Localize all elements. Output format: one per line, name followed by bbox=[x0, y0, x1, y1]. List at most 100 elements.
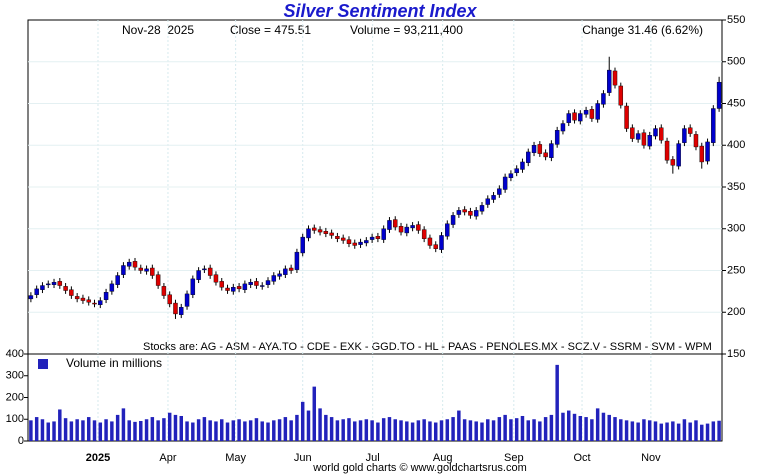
candle-body bbox=[647, 135, 652, 147]
volume-bar bbox=[584, 417, 588, 441]
candle-body bbox=[560, 123, 566, 132]
volume-bar bbox=[300, 401, 305, 441]
volume-bar bbox=[318, 408, 322, 441]
volume-bar bbox=[688, 422, 692, 441]
volume-bar bbox=[335, 420, 340, 441]
candle-body bbox=[190, 278, 196, 295]
volume-bar bbox=[572, 413, 577, 441]
candle-body bbox=[699, 145, 704, 163]
candle-body bbox=[80, 297, 86, 301]
candle-body bbox=[329, 232, 334, 236]
candle-body bbox=[98, 300, 103, 305]
volume-bar bbox=[451, 417, 455, 441]
candle-body bbox=[196, 270, 201, 280]
info-change: Change 31.46 (6.62%) bbox=[582, 23, 703, 37]
candle-body bbox=[687, 127, 693, 134]
volume-bar bbox=[306, 410, 311, 441]
volume-bar bbox=[561, 412, 565, 441]
candle-body bbox=[473, 210, 479, 217]
volume-bar bbox=[422, 419, 426, 441]
candle-body bbox=[369, 236, 375, 240]
y-tick-label: 200 bbox=[727, 306, 745, 318]
volume-bar bbox=[613, 417, 617, 441]
volume-bar bbox=[58, 409, 62, 441]
y-tick-label: 400 bbox=[6, 348, 24, 360]
candle-body bbox=[421, 229, 427, 239]
candle-body bbox=[34, 288, 39, 295]
candle-body bbox=[46, 283, 51, 286]
candle-body bbox=[254, 281, 259, 286]
info-close: Close = 475.51 bbox=[230, 23, 311, 37]
volume-bar bbox=[694, 420, 698, 441]
volume-bar bbox=[167, 412, 172, 441]
volume-bar bbox=[127, 420, 131, 441]
candle-body bbox=[456, 210, 462, 215]
volume-bar bbox=[405, 421, 409, 441]
volume-bar bbox=[81, 420, 85, 441]
candle-body bbox=[86, 299, 91, 303]
volume-bar bbox=[399, 420, 403, 441]
volume-bar bbox=[144, 419, 149, 441]
volume-bar bbox=[156, 420, 160, 441]
volume-bar bbox=[543, 417, 548, 441]
candle-body bbox=[352, 242, 357, 246]
candle-body bbox=[520, 161, 525, 170]
volume-bar bbox=[514, 418, 519, 441]
volume-bar bbox=[324, 414, 328, 441]
volume-bar bbox=[29, 420, 33, 441]
candle-body bbox=[375, 236, 381, 239]
candle-body bbox=[404, 226, 410, 234]
volume-bar bbox=[185, 421, 189, 441]
candle-body bbox=[173, 302, 178, 315]
candle-body bbox=[601, 93, 606, 105]
candle-body bbox=[219, 281, 224, 288]
candle-body bbox=[126, 261, 132, 267]
legend-label: Volume in millions bbox=[66, 356, 162, 370]
volume-bar bbox=[457, 410, 461, 441]
candle-body bbox=[479, 205, 485, 212]
candle-body bbox=[121, 265, 126, 275]
candle-body bbox=[103, 292, 109, 300]
candle-body bbox=[566, 113, 571, 123]
candle-body bbox=[144, 268, 149, 272]
candle-body bbox=[40, 285, 45, 290]
y-tick-label: 500 bbox=[727, 56, 745, 68]
candle-body bbox=[346, 239, 352, 244]
candle-body bbox=[92, 302, 97, 305]
volume-bar bbox=[121, 408, 126, 441]
candle-body bbox=[248, 281, 253, 285]
candle-body bbox=[132, 261, 138, 268]
volume-bar bbox=[63, 418, 68, 441]
volume-bar bbox=[254, 418, 259, 441]
candle-body bbox=[231, 287, 236, 292]
candle-body bbox=[69, 289, 74, 296]
volume-bar bbox=[283, 417, 288, 441]
candle-body bbox=[358, 241, 363, 245]
candle-body bbox=[167, 294, 172, 305]
volume-bar bbox=[86, 417, 91, 441]
volume-bar bbox=[642, 419, 646, 441]
candle-body bbox=[225, 287, 230, 291]
candle-body bbox=[630, 127, 635, 139]
candle-body bbox=[531, 145, 537, 153]
candle-body bbox=[705, 141, 710, 162]
volume-bar bbox=[647, 420, 652, 441]
volume-bar bbox=[231, 420, 236, 441]
volume-bar bbox=[549, 414, 554, 441]
volume-bar bbox=[659, 423, 664, 441]
volume-bar bbox=[491, 420, 496, 441]
volume-bar bbox=[462, 419, 467, 441]
y-tick-label: 400 bbox=[727, 139, 745, 151]
volume-bar bbox=[376, 422, 380, 441]
volume-bar bbox=[196, 419, 201, 441]
volume-bar bbox=[179, 415, 183, 441]
candle-body bbox=[497, 188, 502, 195]
candle-body bbox=[288, 267, 294, 271]
volume-bar bbox=[538, 421, 542, 441]
volume-bar bbox=[237, 419, 241, 441]
volume-bar bbox=[75, 419, 79, 441]
candle-body bbox=[323, 231, 329, 234]
y-tick-label: 550 bbox=[727, 14, 745, 26]
volume-bar bbox=[52, 421, 56, 441]
candle-body bbox=[526, 151, 531, 163]
